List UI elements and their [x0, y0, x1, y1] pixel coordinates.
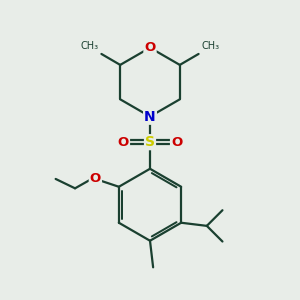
- Text: O: O: [118, 136, 129, 149]
- Text: S: S: [145, 135, 155, 149]
- Text: CH₃: CH₃: [81, 41, 99, 51]
- Text: O: O: [171, 136, 182, 149]
- Text: N: N: [144, 110, 156, 124]
- Text: CH₃: CH₃: [201, 41, 219, 51]
- Text: O: O: [144, 41, 156, 54]
- Text: O: O: [90, 172, 101, 185]
- Text: N: N: [144, 110, 156, 124]
